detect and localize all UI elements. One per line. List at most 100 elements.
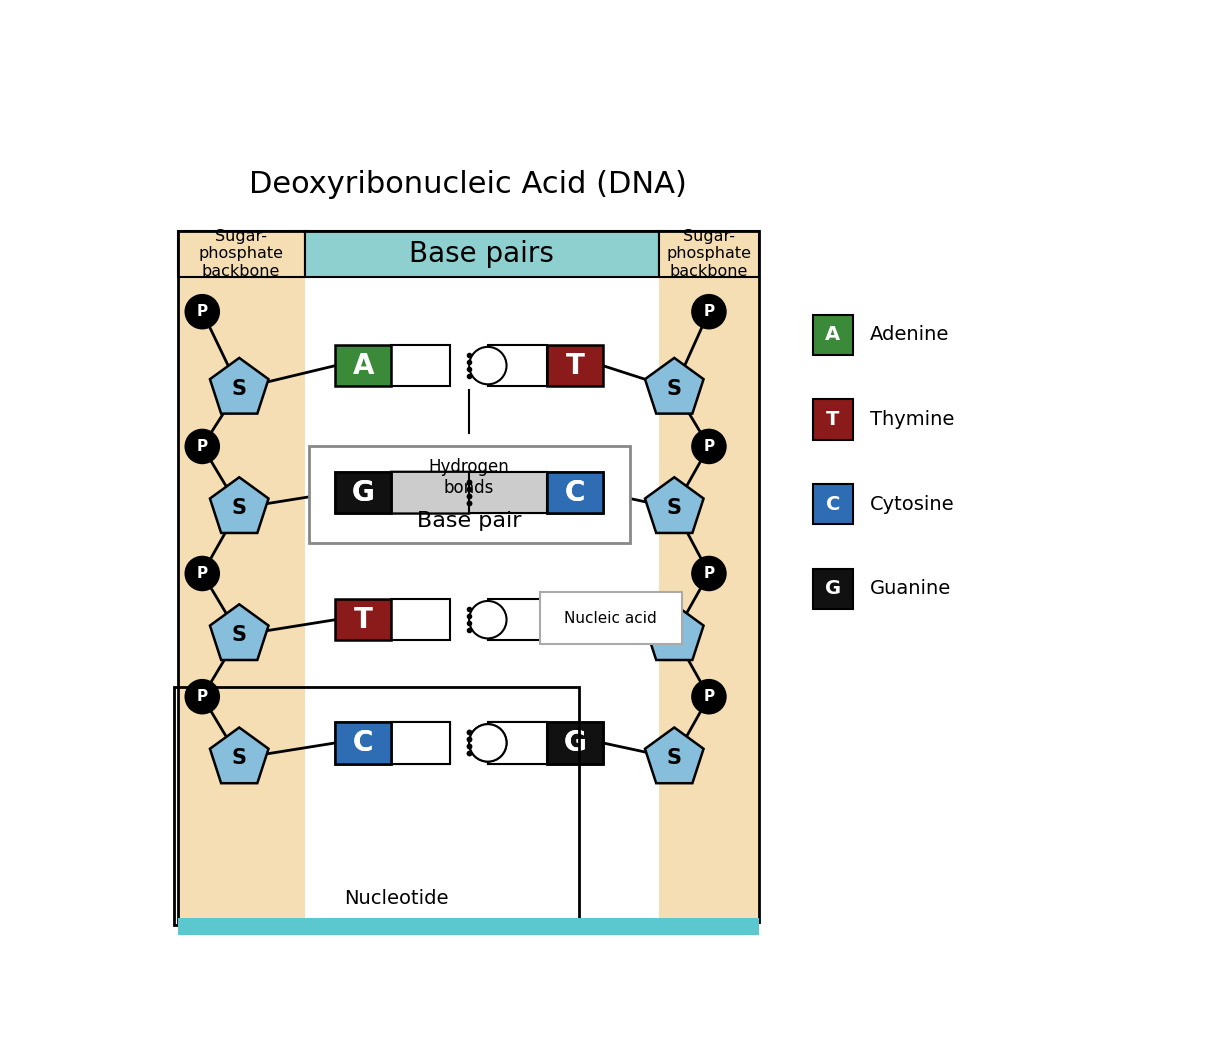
Bar [548, 472, 602, 514]
Bar [173, 687, 579, 925]
Polygon shape [210, 358, 269, 414]
Text: Base pair: Base pair [417, 511, 521, 531]
Text: Thymine: Thymine [870, 410, 954, 429]
Bar [488, 599, 548, 640]
Circle shape [185, 557, 219, 591]
Text: G: G [564, 729, 587, 757]
Text: S: S [667, 625, 682, 645]
Text: S: S [231, 498, 247, 518]
Text: G: G [825, 579, 841, 598]
Bar [336, 472, 391, 514]
Text: Adenine: Adenine [870, 326, 949, 345]
Text: G: G [564, 729, 587, 757]
Circle shape [692, 430, 726, 463]
Text: P: P [703, 566, 715, 581]
Text: Nucleic acid: Nucleic acid [565, 611, 657, 625]
Text: S: S [667, 498, 682, 518]
Text: S: S [231, 625, 247, 645]
Text: S: S [231, 378, 247, 398]
Bar [488, 722, 548, 764]
Bar [813, 569, 853, 609]
Bar [391, 722, 451, 764]
Text: C: C [825, 495, 840, 514]
Text: Sugar-
phosphate
backbone: Sugar- phosphate backbone [667, 229, 751, 279]
Polygon shape [210, 727, 269, 783]
Bar [813, 399, 853, 439]
Text: C: C [353, 729, 373, 757]
Text: T: T [566, 352, 584, 379]
Circle shape [185, 294, 219, 329]
Text: C: C [565, 478, 585, 507]
Bar [178, 231, 304, 922]
Text: A: A [353, 352, 375, 379]
Text: Base pairs: Base pairs [410, 240, 554, 268]
Bar [304, 231, 659, 277]
Text: P: P [196, 689, 207, 704]
Circle shape [469, 724, 507, 762]
Bar [178, 231, 759, 922]
Polygon shape [645, 358, 704, 414]
Circle shape [469, 724, 507, 762]
Bar [451, 722, 488, 764]
Text: G: G [351, 478, 375, 507]
Text: P: P [703, 689, 715, 704]
Circle shape [692, 680, 726, 714]
Text: T: T [354, 605, 372, 634]
Circle shape [185, 430, 219, 463]
Bar [488, 722, 548, 764]
Circle shape [469, 347, 507, 385]
Bar [451, 345, 488, 387]
Polygon shape [391, 472, 548, 514]
Bar [451, 599, 488, 640]
Bar [336, 345, 391, 387]
Polygon shape [210, 477, 269, 533]
Bar [659, 231, 759, 277]
Polygon shape [391, 472, 548, 514]
Text: Cytosine: Cytosine [870, 495, 955, 514]
Circle shape [692, 294, 726, 329]
Text: C: C [565, 478, 585, 507]
Polygon shape [210, 604, 269, 660]
Circle shape [692, 557, 726, 591]
Bar [469, 472, 548, 514]
Text: S: S [231, 748, 247, 768]
Polygon shape [645, 727, 704, 783]
Text: Guanine: Guanine [870, 579, 951, 598]
Bar [336, 472, 391, 514]
Text: Hydrogen
bonds: Hydrogen bonds [429, 458, 509, 497]
Bar [469, 472, 548, 514]
Bar [336, 722, 391, 764]
Circle shape [185, 680, 219, 714]
Bar [539, 592, 682, 644]
Text: Nucleotide: Nucleotide [344, 889, 448, 908]
Text: T: T [827, 410, 840, 429]
Text: Sugar-
phosphate
backbone: Sugar- phosphate backbone [199, 229, 284, 279]
Text: S: S [667, 748, 682, 768]
Bar [488, 345, 548, 387]
Circle shape [469, 601, 507, 638]
Bar [548, 722, 602, 764]
Bar [178, 231, 304, 277]
Text: P: P [703, 304, 715, 320]
Bar [391, 345, 451, 387]
Bar [178, 918, 759, 935]
Bar [548, 599, 602, 640]
Text: P: P [196, 439, 207, 454]
Text: C: C [353, 729, 373, 757]
Text: A: A [565, 605, 585, 634]
Bar [451, 722, 488, 764]
Bar [548, 345, 602, 387]
Text: P: P [196, 304, 207, 320]
Text: A: A [825, 326, 840, 345]
Bar [548, 472, 602, 514]
Bar [391, 722, 451, 764]
Bar [309, 447, 629, 542]
Bar [336, 599, 391, 640]
Polygon shape [645, 604, 704, 660]
Text: P: P [196, 566, 207, 581]
Text: P: P [703, 439, 715, 454]
Bar [813, 314, 853, 355]
Bar [813, 485, 853, 524]
Polygon shape [645, 477, 704, 533]
Bar [391, 599, 451, 640]
